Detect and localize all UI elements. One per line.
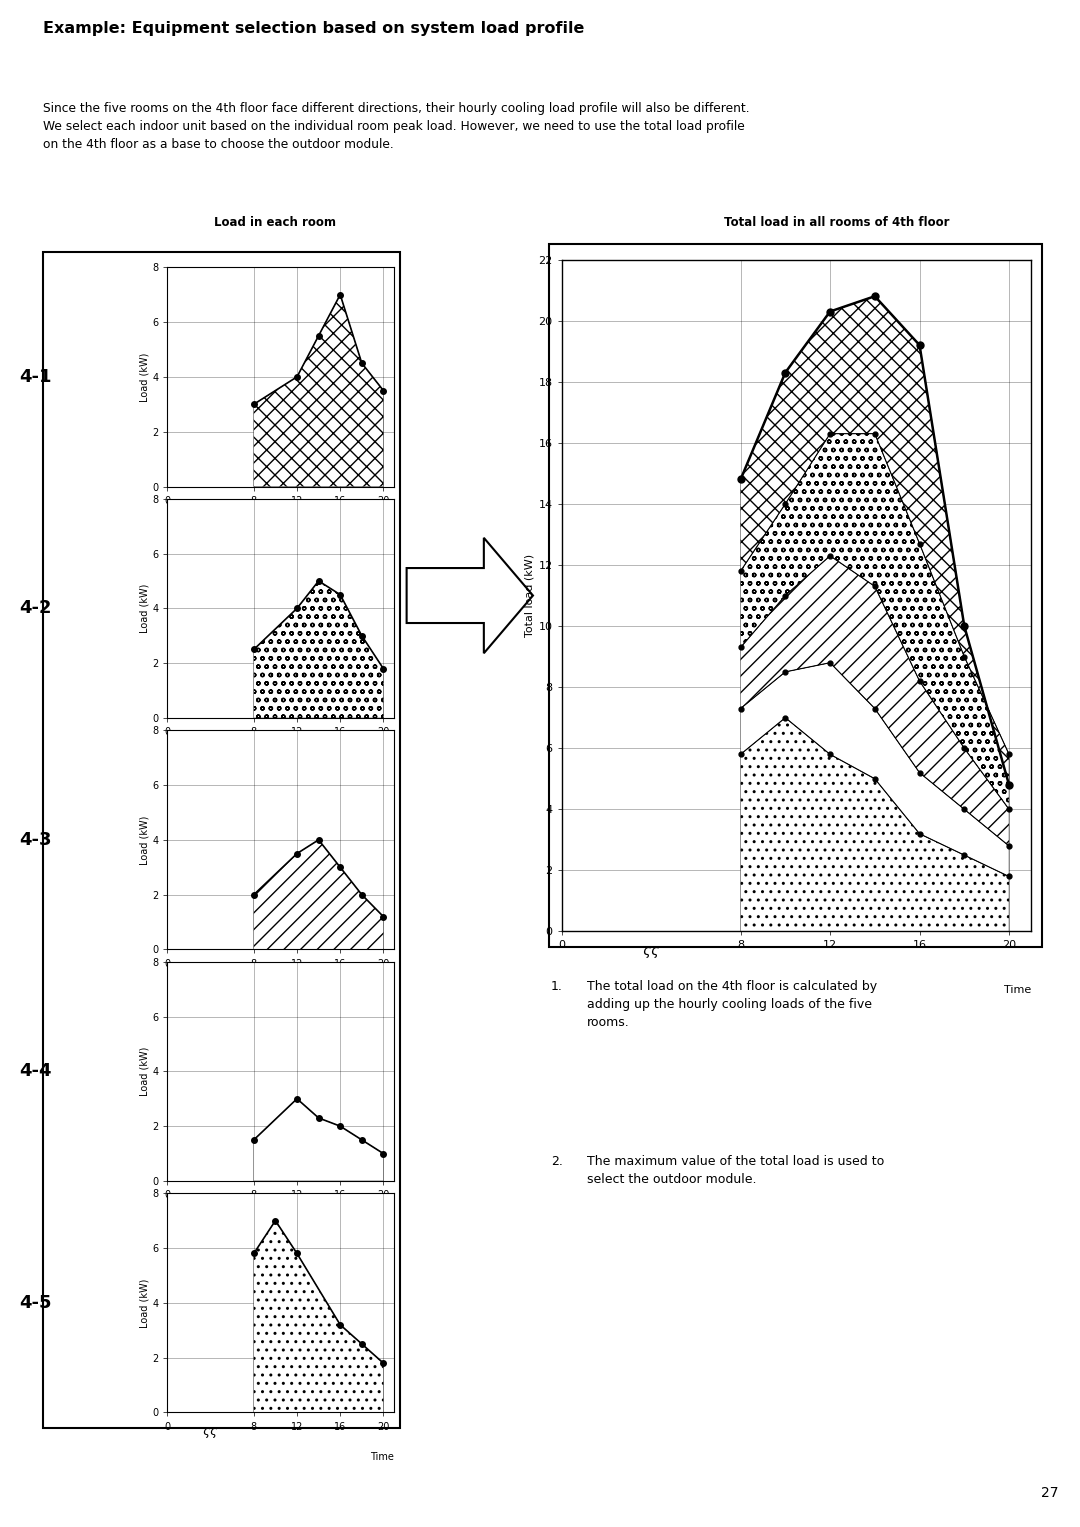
- Text: 2.: 2.: [551, 1154, 563, 1168]
- Text: 1.: 1.: [551, 980, 563, 993]
- Text: 27: 27: [1041, 1486, 1058, 1500]
- Text: $\varsigma\varsigma$: $\varsigma\varsigma$: [643, 945, 660, 960]
- Text: $\varsigma\varsigma$: $\varsigma\varsigma$: [202, 964, 219, 977]
- Text: Load in each room: Load in each room: [214, 217, 336, 229]
- Text: The total load on the 4th floor is calculated by
adding up the hourly cooling lo: The total load on the 4th floor is calcu…: [586, 980, 877, 1029]
- Text: Time: Time: [370, 757, 394, 768]
- Text: $\varsigma\varsigma$: $\varsigma\varsigma$: [202, 1426, 219, 1440]
- Text: 4-3: 4-3: [19, 831, 52, 849]
- Text: $\varsigma\varsigma$: $\varsigma\varsigma$: [202, 731, 219, 745]
- Text: 4-5: 4-5: [19, 1293, 52, 1312]
- Text: Time: Time: [1004, 985, 1031, 996]
- Polygon shape: [406, 538, 534, 654]
- Text: $\varsigma\varsigma$: $\varsigma\varsigma$: [202, 1194, 219, 1209]
- Text: 4-1: 4-1: [19, 368, 52, 386]
- Text: Time: Time: [370, 1220, 394, 1231]
- Text: Example: Equipment selection based on system load profile: Example: Equipment selection based on sy…: [43, 21, 584, 37]
- Text: Since the five rooms on the 4th floor face different directions, their hourly co: Since the five rooms on the 4th floor fa…: [43, 102, 750, 151]
- Text: Time: Time: [370, 525, 394, 536]
- Text: 4-4: 4-4: [19, 1063, 52, 1080]
- Y-axis label: Total load (kW): Total load (kW): [524, 554, 535, 637]
- Text: Time: Time: [370, 989, 394, 999]
- Y-axis label: Load (kW): Load (kW): [139, 815, 149, 864]
- Text: $\varsigma\varsigma$: $\varsigma\varsigma$: [202, 501, 219, 515]
- Text: The maximum value of the total load is used to
select the outdoor module.: The maximum value of the total load is u…: [586, 1154, 883, 1186]
- Y-axis label: Load (kW): Load (kW): [139, 1046, 149, 1096]
- Y-axis label: Load (kW): Load (kW): [139, 1278, 149, 1327]
- Y-axis label: Load (kW): Load (kW): [139, 353, 149, 402]
- Y-axis label: Load (kW): Load (kW): [139, 583, 149, 634]
- Text: Total load in all rooms of 4th floor: Total load in all rooms of 4th floor: [724, 217, 949, 229]
- Text: Time: Time: [370, 1452, 394, 1461]
- Text: 4-2: 4-2: [19, 600, 52, 617]
